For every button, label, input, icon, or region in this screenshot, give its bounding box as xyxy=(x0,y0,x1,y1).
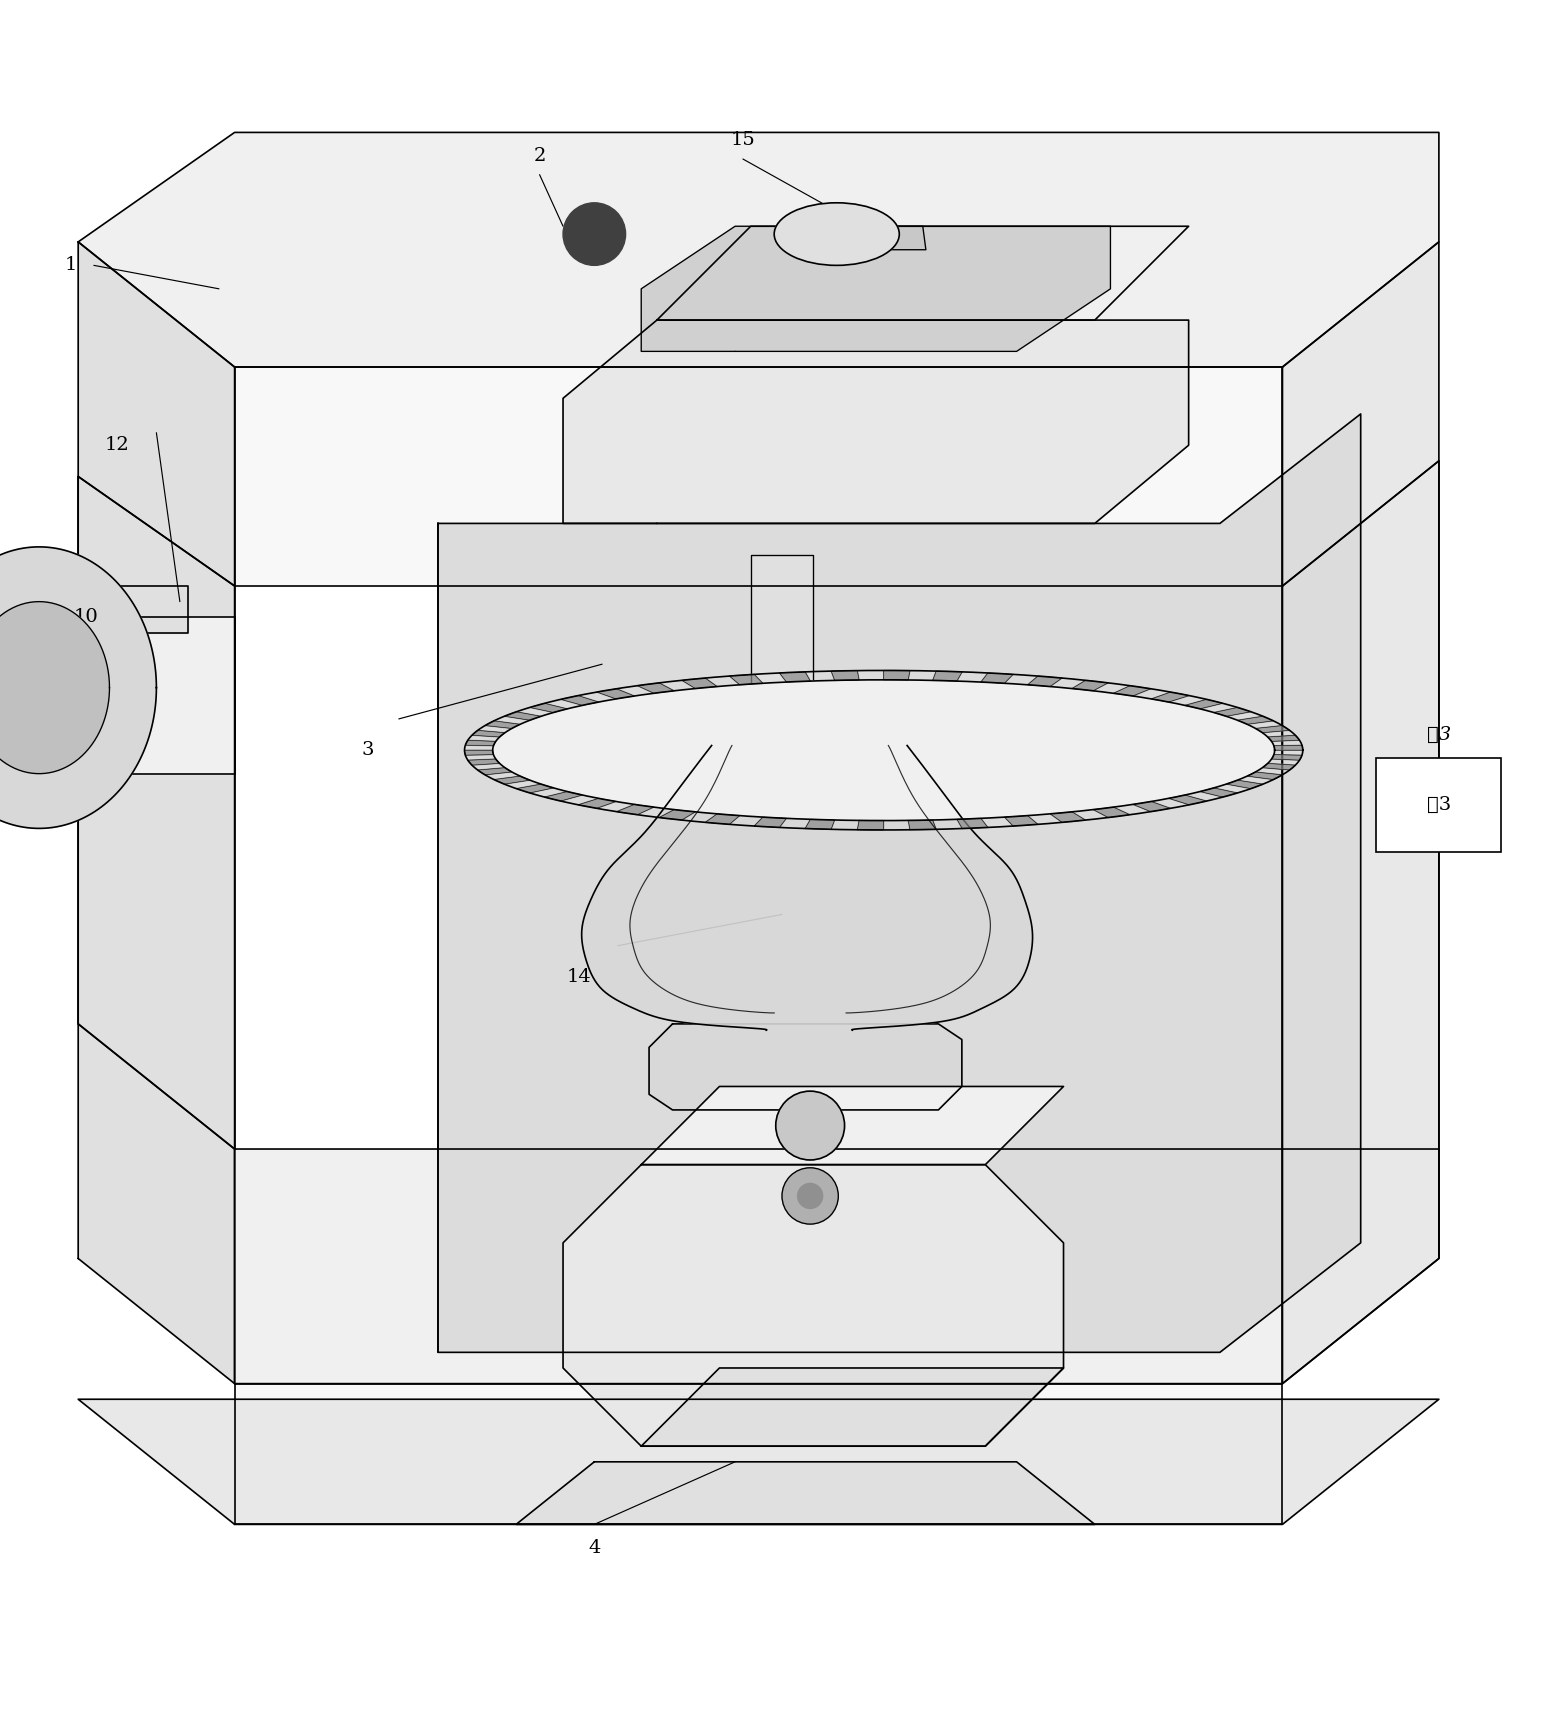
Polygon shape xyxy=(641,1086,1064,1164)
Polygon shape xyxy=(705,814,740,824)
Polygon shape xyxy=(884,226,926,250)
Polygon shape xyxy=(563,319,1189,524)
Polygon shape xyxy=(563,1164,1064,1447)
Text: 4: 4 xyxy=(588,1539,601,1556)
Polygon shape xyxy=(616,805,654,815)
Polygon shape xyxy=(729,675,763,685)
Polygon shape xyxy=(1214,708,1251,717)
Polygon shape xyxy=(1200,788,1237,796)
Polygon shape xyxy=(1168,795,1206,805)
Polygon shape xyxy=(0,547,156,828)
Text: 14: 14 xyxy=(566,968,591,985)
Polygon shape xyxy=(857,821,884,829)
Polygon shape xyxy=(957,819,988,829)
Polygon shape xyxy=(516,1463,1095,1525)
Polygon shape xyxy=(909,821,937,829)
Polygon shape xyxy=(1004,815,1038,826)
Polygon shape xyxy=(477,767,511,776)
Polygon shape xyxy=(472,730,505,737)
Polygon shape xyxy=(1275,746,1303,750)
Text: 10: 10 xyxy=(74,609,99,626)
Ellipse shape xyxy=(774,203,899,265)
Circle shape xyxy=(563,203,626,265)
Polygon shape xyxy=(561,696,599,706)
Polygon shape xyxy=(494,776,530,784)
Polygon shape xyxy=(754,817,787,828)
Polygon shape xyxy=(1114,685,1151,696)
Polygon shape xyxy=(466,741,496,746)
Text: 1: 1 xyxy=(64,257,77,274)
Text: 图3: 图3 xyxy=(1426,725,1451,744)
Polygon shape xyxy=(641,1367,1064,1447)
Polygon shape xyxy=(235,368,1282,586)
Polygon shape xyxy=(530,703,568,713)
Polygon shape xyxy=(751,555,813,758)
Polygon shape xyxy=(78,1398,1439,1525)
Polygon shape xyxy=(235,1149,1439,1383)
Polygon shape xyxy=(1186,699,1223,710)
Polygon shape xyxy=(779,671,810,682)
Polygon shape xyxy=(579,798,616,809)
FancyBboxPatch shape xyxy=(1376,758,1501,852)
Text: 3: 3 xyxy=(361,741,374,760)
Polygon shape xyxy=(438,415,1361,1352)
Polygon shape xyxy=(582,746,1032,1031)
Polygon shape xyxy=(597,689,635,699)
Polygon shape xyxy=(1071,680,1109,691)
Polygon shape xyxy=(63,586,188,633)
Polygon shape xyxy=(465,750,493,755)
Polygon shape xyxy=(544,791,582,802)
Polygon shape xyxy=(1237,717,1273,723)
Polygon shape xyxy=(78,477,235,1149)
Polygon shape xyxy=(1028,677,1062,687)
Text: 图3: 图3 xyxy=(1426,796,1451,814)
Text: 15: 15 xyxy=(730,132,755,149)
Polygon shape xyxy=(1282,241,1439,586)
Text: 2: 2 xyxy=(533,147,546,165)
Circle shape xyxy=(776,1091,845,1161)
Polygon shape xyxy=(1226,781,1262,789)
Circle shape xyxy=(798,1183,823,1209)
Polygon shape xyxy=(1256,725,1290,732)
Polygon shape xyxy=(493,680,1275,821)
Polygon shape xyxy=(981,673,1013,684)
Polygon shape xyxy=(830,671,859,680)
Polygon shape xyxy=(505,711,541,720)
Circle shape xyxy=(782,1168,838,1225)
Polygon shape xyxy=(31,618,235,774)
Polygon shape xyxy=(805,819,835,829)
Polygon shape xyxy=(641,226,1110,352)
Polygon shape xyxy=(1272,755,1301,760)
Polygon shape xyxy=(657,226,1189,319)
Polygon shape xyxy=(1132,802,1170,812)
Polygon shape xyxy=(932,671,962,682)
Polygon shape xyxy=(485,720,521,729)
Text: 12: 12 xyxy=(105,435,130,455)
Polygon shape xyxy=(0,602,109,774)
Polygon shape xyxy=(78,132,1439,368)
Polygon shape xyxy=(1151,692,1189,703)
Polygon shape xyxy=(235,1383,1282,1525)
Polygon shape xyxy=(649,1024,962,1110)
Polygon shape xyxy=(682,678,718,689)
Polygon shape xyxy=(884,670,910,680)
Polygon shape xyxy=(1268,736,1300,741)
Polygon shape xyxy=(468,758,499,765)
Polygon shape xyxy=(516,784,554,793)
Polygon shape xyxy=(1247,772,1282,779)
Polygon shape xyxy=(78,1024,235,1383)
Polygon shape xyxy=(1093,807,1131,817)
Polygon shape xyxy=(78,241,235,586)
Polygon shape xyxy=(1262,763,1295,770)
Text: 图3: 图3 xyxy=(1425,795,1453,815)
Polygon shape xyxy=(637,684,674,694)
Polygon shape xyxy=(1282,462,1439,1383)
Polygon shape xyxy=(658,810,696,821)
Polygon shape xyxy=(1049,812,1085,822)
